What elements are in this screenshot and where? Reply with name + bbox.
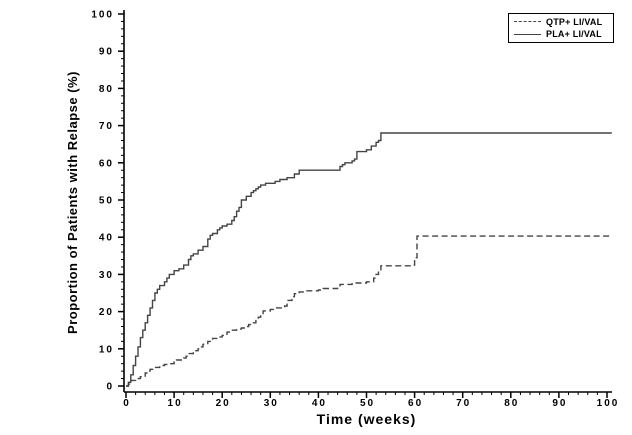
legend-label-qtp: QTP+ LI/VAL (546, 16, 603, 27)
legend-item-qtp: QTP+ LI/VAL (514, 16, 608, 28)
x-tick-label: 60 (408, 398, 423, 409)
x-tick-label: 100 (597, 398, 620, 409)
x-tick-label: 80 (504, 398, 519, 409)
x-axis-title: Time (weeks) (316, 411, 417, 427)
y-tick-label: 80 (99, 84, 114, 95)
x-tick-label: 30 (264, 398, 279, 409)
x-tick-label: 70 (456, 398, 471, 409)
series-line-qtp (126, 235, 612, 387)
x-tick-label: 50 (360, 398, 375, 409)
y-tick-label: 10 (99, 344, 114, 355)
x-tick-label: 20 (216, 398, 231, 409)
y-tick-label: 60 (99, 158, 114, 169)
solid-line-sample-icon (514, 33, 541, 35)
x-tick-label: 10 (168, 398, 183, 409)
y-tick-label: 20 (99, 307, 114, 318)
x-tick-label: 40 (312, 398, 327, 409)
y-tick-label: 0 (106, 382, 114, 393)
dashed-line-sample-icon (514, 21, 541, 23)
y-tick-label: 40 (99, 233, 114, 244)
y-tick-label: 90 (99, 47, 114, 58)
series-line-pla (126, 132, 612, 387)
legend-label-pla: PLA+ LI/VAL (546, 29, 602, 40)
y-tick-label: 100 (91, 10, 114, 21)
x-tick-label: 90 (552, 398, 567, 409)
y-axis-title: Proportion of Patients with Relapse (%) (65, 71, 80, 334)
y-tick-label: 50 (99, 196, 114, 207)
legend-item-pla: PLA+ LI/VAL (514, 28, 608, 40)
x-tick-label: 0 (123, 398, 131, 409)
legend: QTP+ LI/VAL PLA+ LI/VAL (508, 13, 614, 43)
y-tick-label: 70 (99, 121, 114, 132)
y-tick-label: 30 (99, 270, 114, 281)
